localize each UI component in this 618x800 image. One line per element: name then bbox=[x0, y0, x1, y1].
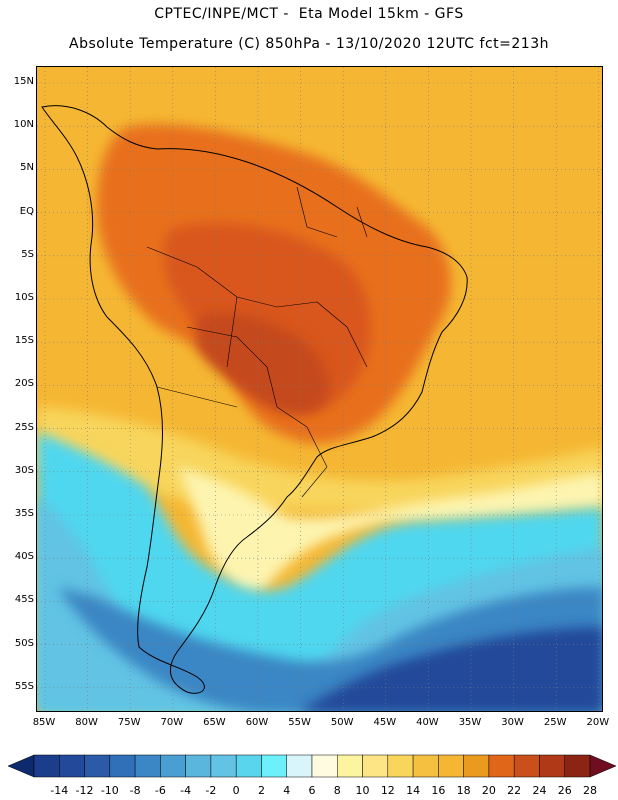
chart-subtitle: Absolute Temperature (C) 850hPa - 13/10/… bbox=[69, 36, 549, 52]
colorbar-swatch bbox=[286, 754, 313, 778]
colorbar-swatch bbox=[387, 754, 414, 778]
lon-label: 35W bbox=[458, 717, 482, 728]
colorbar-swatch bbox=[488, 754, 515, 778]
colorbar-swatch bbox=[362, 754, 389, 778]
colorbar-swatch bbox=[513, 754, 540, 778]
colorbar-swatch bbox=[564, 754, 591, 778]
lon-label: 70W bbox=[160, 717, 184, 728]
colorbar-swatch bbox=[235, 754, 262, 778]
chart-title: CPTEC/INPE/MCT - Eta Model 15km - GFS bbox=[154, 6, 464, 22]
lon-label: 45W bbox=[373, 717, 397, 728]
lon-label: 30W bbox=[501, 717, 524, 728]
colorbar-label: 18 bbox=[456, 784, 471, 797]
field-land-hottest bbox=[197, 313, 329, 414]
colorbar-label: -14 bbox=[50, 784, 69, 797]
colorbar-swatch bbox=[185, 754, 212, 778]
colorbar-label: 20 bbox=[481, 784, 496, 797]
lat-label: EQ bbox=[19, 205, 34, 217]
colorbar-swatch bbox=[160, 754, 186, 778]
colorbar-label: -6 bbox=[154, 784, 166, 797]
lat-label: 10S bbox=[14, 292, 34, 303]
graticule bbox=[37, 67, 602, 711]
colorbar-label: -10 bbox=[100, 784, 119, 797]
temperature-map bbox=[36, 66, 603, 712]
lon-label: 60W bbox=[245, 717, 269, 728]
colorbar-label: 14 bbox=[406, 784, 421, 797]
colorbar-label: 22 bbox=[507, 784, 522, 797]
field-yellow-band bbox=[37, 407, 602, 518]
colorbar-swatch bbox=[337, 754, 363, 778]
lat-label: 10N bbox=[13, 119, 34, 131]
lon-label: 40W bbox=[416, 717, 439, 728]
colorbar-label: 10 bbox=[355, 784, 370, 797]
lat-label: 25S bbox=[14, 421, 34, 433]
colorbar-label: 8 bbox=[333, 784, 341, 797]
field-pale-strip bbox=[177, 467, 602, 595]
colorbar-label: 12 bbox=[380, 784, 395, 797]
lon-label: 25W bbox=[543, 717, 567, 728]
lon-label: 50W bbox=[330, 717, 354, 728]
lat-label: 5N bbox=[20, 162, 34, 174]
field-deep-blue bbox=[300, 627, 602, 711]
lon-label: 85W bbox=[32, 717, 56, 728]
colorbar-swatch bbox=[33, 754, 60, 778]
colorbar-swatch bbox=[311, 754, 338, 778]
colorbar-label: -2 bbox=[205, 784, 217, 797]
lon-label: 80W bbox=[75, 717, 98, 728]
colorbar-label: 16 bbox=[431, 784, 446, 797]
lat-label: 45S bbox=[14, 594, 34, 606]
colorbar-swatch bbox=[134, 754, 161, 778]
country-borders bbox=[146, 186, 368, 498]
colorbar-right-arrow bbox=[589, 754, 616, 778]
lon-label: 75W bbox=[117, 717, 141, 728]
colorbar-left-arrow bbox=[8, 754, 35, 778]
colorbar-swatch bbox=[463, 754, 490, 778]
colorbar-label: 2 bbox=[257, 784, 265, 797]
lat-label: 15N bbox=[13, 76, 34, 87]
colorbar-swatch bbox=[539, 754, 565, 778]
south-america-coastline bbox=[41, 105, 468, 694]
colorbar-label: 28 bbox=[583, 784, 597, 797]
colorbar-swatch bbox=[59, 754, 85, 778]
lon-label: 65W bbox=[203, 717, 226, 728]
colorbar-swatch bbox=[210, 754, 237, 778]
colorbar-label: -12 bbox=[75, 784, 94, 797]
colorbar-label: 24 bbox=[532, 784, 547, 797]
colorbar-label: -4 bbox=[180, 784, 192, 797]
colorbar-label: -8 bbox=[129, 784, 141, 797]
lat-label: 40S bbox=[14, 551, 34, 563]
lat-label: 15S bbox=[14, 335, 34, 347]
lat-label: 5S bbox=[21, 248, 34, 260]
colorbar-swatch bbox=[261, 754, 287, 778]
lat-label: 30S bbox=[14, 464, 34, 476]
lat-label: 55S bbox=[14, 680, 34, 692]
lon-label: 20W bbox=[586, 717, 610, 728]
lat-label: 20S bbox=[14, 378, 34, 390]
lon-label: 55W bbox=[288, 717, 311, 728]
colorbar-swatch bbox=[84, 754, 111, 778]
map-svg bbox=[37, 67, 602, 711]
lat-label: 50S bbox=[14, 637, 34, 649]
colorbar-label: 6 bbox=[308, 784, 316, 797]
colorbar bbox=[8, 754, 616, 778]
colorbar-label: 26 bbox=[557, 784, 572, 797]
colorbar-swatch bbox=[109, 754, 136, 778]
colorbar-label: 4 bbox=[283, 784, 291, 797]
colorbar-swatch bbox=[412, 754, 439, 778]
colorbar-label: 0 bbox=[232, 784, 240, 797]
lat-label: 35S bbox=[14, 508, 34, 519]
colorbar-swatch bbox=[438, 754, 464, 778]
